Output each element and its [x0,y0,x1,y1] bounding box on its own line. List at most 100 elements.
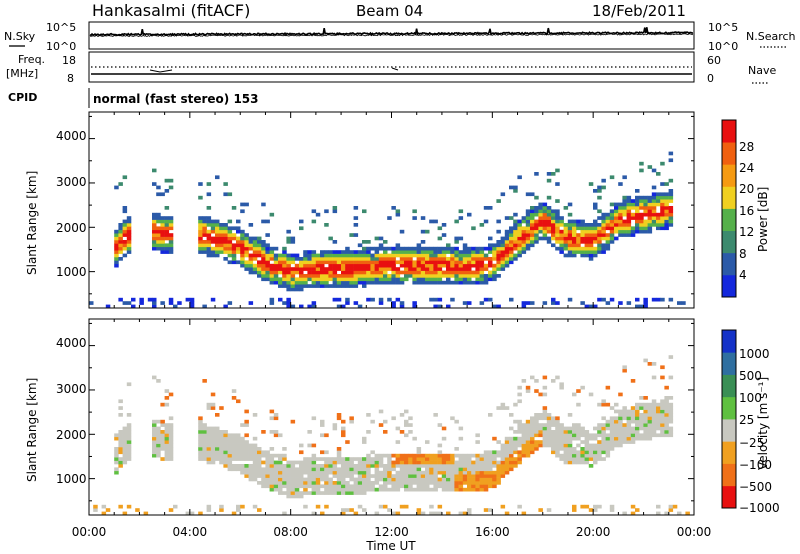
heatmap-cell [563,433,569,438]
heatmap-cell [555,450,560,455]
heatmap-cell [584,226,590,231]
heatmap-cell [471,484,476,489]
heatmap-cell [450,274,455,278]
heatmap-cell [517,250,522,254]
heatmap-cell [555,199,560,203]
heatmap-cell [546,440,552,444]
heatmap-cell [311,491,317,495]
heatmap-cell [626,195,632,200]
heatmap-cell [362,277,367,282]
heatmap-cell [374,474,380,478]
heatmap-cell [332,209,338,214]
heatmap-cell [580,301,585,305]
heatmap-cell [219,233,224,237]
heatmap-cell [227,226,233,231]
heatmap-cell [345,260,350,265]
heatmap-cell [219,508,224,512]
heatmap-cell [509,464,514,468]
heatmap-cell [210,430,216,434]
heatmap-cell [299,474,304,478]
heatmap-cell [521,240,527,244]
heatmap-cell [471,250,476,254]
heatmap-cell [118,413,123,417]
heatmap-cell [395,270,401,275]
heatmap-cell [311,487,317,492]
heatmap-cell [294,270,300,275]
heatmap-cell [446,250,451,254]
heatmap-cell [206,246,212,251]
heatmap-cell [668,158,674,163]
heatmap-cell [471,280,476,285]
heatmap-cell [210,440,216,444]
heatmap-cell [559,223,564,227]
heatmap-cell [492,470,497,475]
heatmap-cell [420,216,426,220]
heatmap-cell [651,297,657,302]
heatmap-cell [152,430,157,434]
heatmap-cell [336,470,342,475]
heatmap-cell [601,423,606,427]
heatmap-cell [126,223,132,227]
heatmap-cell [643,199,648,203]
heatmap-cell [328,236,333,241]
nsearch-tick-bottom: 10^0 [708,40,738,53]
heatmap-cell [563,206,569,210]
heatmap-cell [206,402,212,407]
heatmap-cell [429,481,434,485]
heatmap-cell [244,240,249,244]
heatmap-cell [513,236,518,241]
heatmap-cell [395,243,401,248]
heatmap-cell [269,457,275,461]
heatmap-cell [244,233,249,237]
heatmap-cell [168,426,174,431]
heatmap-cell [114,253,119,258]
heatmap-cell [404,270,409,275]
heatmap-cell [467,464,472,468]
heatmap-cell [483,280,489,285]
heatmap-cell [210,457,216,461]
heatmap-cell [286,263,291,268]
heatmap-cell [664,416,669,421]
heatmap-cell [517,233,522,237]
heatmap-cell [362,508,367,512]
heatmap-cell [643,406,648,410]
heatmap-cell [126,250,132,254]
heatmap-cell [349,484,354,489]
heatmap-cell [622,413,627,417]
heatmap-cell [391,301,396,305]
heatmap-cell [332,284,338,288]
heatmap-cell [408,460,413,465]
heatmap-cell [429,464,434,468]
heatmap-cell [664,216,669,220]
heatmap-cell [651,375,657,380]
heatmap-cell [635,297,640,302]
heatmap-cell [307,284,312,288]
heatmap-cell [311,474,317,478]
heatmap-cell [647,223,653,227]
heatmap-cell [378,297,384,302]
heatmap-cell [546,240,552,244]
heatmap-cell [475,267,480,271]
colorbar-step [722,463,736,487]
heatmap-cell [387,216,392,220]
heatmap-cell [660,409,665,414]
heatmap-cell [458,250,464,254]
heatmap-cell [496,460,501,465]
heatmap-cell [273,467,279,472]
power-ytick-1000: 1000 [56,265,87,279]
heatmap-cell [643,206,648,210]
heatmap-cell [156,243,161,248]
heatmap-cell [626,226,632,231]
heatmap-cell [441,280,447,285]
heatmap-cell [336,453,342,458]
heatmap-cell [517,504,522,509]
heatmap-cell [282,246,287,251]
heatmap-cell [244,467,249,472]
heatmap-cell [215,457,220,461]
heatmap-cell [630,436,636,441]
heatmap-cell [353,250,359,254]
heatmap-cell [416,280,422,285]
heatmap-cell [303,280,308,285]
heatmap-cell [651,185,657,190]
heatmap-cell [324,209,329,214]
